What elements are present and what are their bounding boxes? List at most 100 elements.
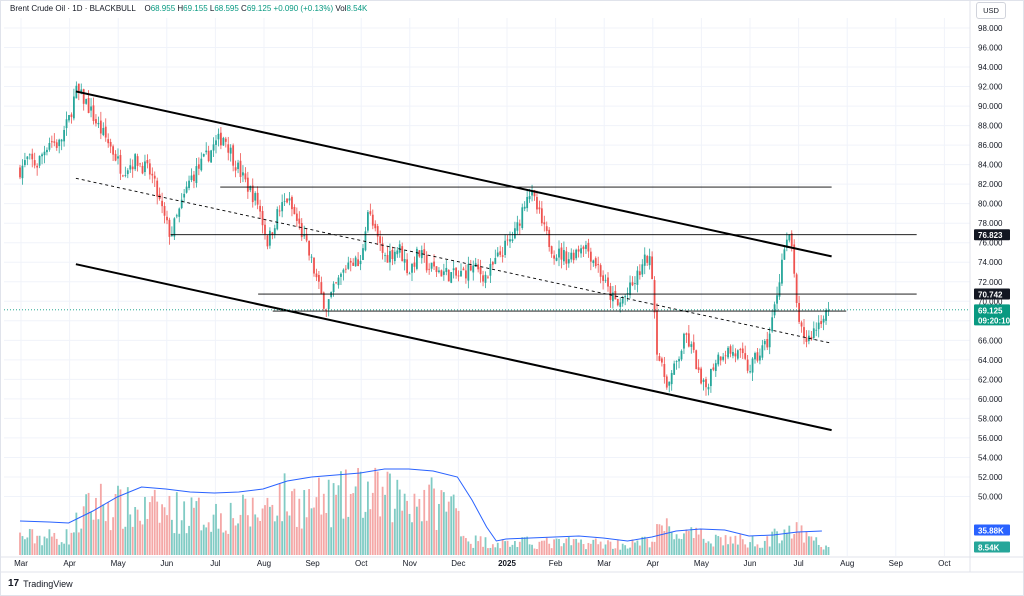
volume-bar: [472, 547, 475, 555]
candle-body: [190, 175, 193, 181]
volume-bar: [504, 541, 506, 555]
candle-body: [107, 139, 110, 144]
volume-bar: [692, 538, 695, 555]
volume-bar: [619, 549, 622, 555]
candle-body: [545, 226, 548, 232]
volume-bar: [656, 524, 658, 555]
candle-body: [19, 167, 21, 178]
candle-body: [636, 270, 639, 285]
level-price-tag-bg: [974, 229, 1010, 241]
candle-body: [651, 256, 653, 280]
volume-bar: [754, 546, 756, 555]
candle-body: [776, 295, 778, 304]
time-tick-label: Dec: [451, 559, 465, 568]
candle-body: [315, 273, 318, 278]
candle-body: [749, 371, 751, 373]
volume-bar: [759, 547, 761, 555]
volume-bar: [467, 541, 470, 555]
last-price-tag-bg: [974, 304, 1010, 326]
price-tick-label: 64.000: [978, 356, 1003, 365]
candle-body: [533, 189, 536, 197]
candle-body: [827, 309, 830, 311]
volume-bar: [131, 526, 134, 555]
price-tick-label: 52.000: [978, 473, 1003, 482]
candle-body: [668, 381, 671, 386]
volume-bars: [19, 467, 830, 555]
candle-body: [344, 268, 347, 270]
candle-body: [563, 250, 565, 262]
volume-bar: [440, 490, 443, 555]
candle-body: [577, 249, 580, 252]
volume-bar: [820, 546, 823, 555]
volume-bar: [761, 547, 764, 555]
volume-bar: [102, 504, 105, 555]
volume-bar: [712, 546, 715, 555]
volume-bar: [288, 515, 291, 555]
candle-body: [195, 166, 198, 184]
volume-bar: [87, 492, 90, 555]
candle-body: [418, 250, 421, 257]
volume-bar: [210, 531, 212, 555]
candle-body: [589, 251, 592, 262]
volume-bar: [474, 535, 477, 555]
volume-bar: [158, 522, 161, 555]
candle-body: [325, 309, 328, 311]
candle-body: [565, 251, 568, 264]
volume-bar: [509, 546, 511, 555]
symbol-legend[interactable]: Brent Crude Oil · 1D · BLACKBULL O68.955…: [10, 4, 367, 13]
candle-body: [489, 263, 492, 276]
volume-bar: [668, 526, 671, 555]
candle-body: [514, 228, 516, 239]
volume-bar: [626, 548, 629, 555]
volume-bar: [342, 518, 345, 555]
candle-body: [38, 155, 41, 166]
candle-body: [465, 270, 467, 279]
symbol-name[interactable]: Brent Crude Oil · 1D · BLACKBULL: [10, 4, 136, 13]
volume-bar: [805, 531, 808, 555]
tradingview-logo[interactable]: 17 TradingView: [8, 578, 73, 589]
candle-body: [692, 342, 695, 350]
candle-body: [484, 274, 487, 283]
volume-bar: [540, 540, 543, 555]
candle-body: [474, 263, 477, 267]
candle-body: [320, 282, 323, 295]
volume-bar: [482, 546, 484, 555]
candle-body: [727, 347, 729, 358]
volume-bar: [261, 508, 264, 555]
volume-bar: [815, 537, 818, 555]
time-axis: Mar Apr May Jun Jul Aug Sep Oct Nov Dec 2025 Feb Mar…: [14, 559, 951, 568]
candle-body: [112, 146, 114, 155]
candle-body: [77, 83, 80, 93]
currency-button[interactable]: USD: [976, 2, 1006, 19]
volume-bar: [800, 525, 803, 555]
candle-body: [99, 120, 102, 134]
candle-body: [658, 356, 661, 361]
volume-bar: [447, 501, 450, 555]
volume-bar: [318, 477, 320, 555]
candle-body: [80, 89, 83, 92]
candle-body: [790, 233, 793, 247]
volume-bar: [418, 498, 421, 555]
candle-body: [153, 175, 156, 179]
volume-bar: [26, 537, 29, 555]
candle-body: [793, 244, 796, 274]
price-tick-label: 74.000: [978, 258, 1003, 267]
time-tick-label: Aug: [840, 559, 854, 568]
time-tick-label: Mar: [14, 559, 28, 568]
candle-body: [85, 98, 88, 104]
volume-bar: [523, 537, 526, 555]
volume-bar: [817, 544, 820, 555]
volume-bar: [457, 510, 460, 555]
volume-bar: [139, 520, 141, 555]
volume-bar: [609, 541, 612, 555]
volume-bar: [565, 538, 568, 555]
time-tick-label: Mar: [597, 559, 611, 568]
candle-body: [783, 249, 786, 260]
volume-bar: [670, 531, 673, 555]
candle-body: [134, 154, 137, 170]
volume-bar: [354, 486, 357, 555]
candle-body: [491, 262, 494, 265]
tradingview-logo-text: TradingView: [23, 578, 73, 589]
